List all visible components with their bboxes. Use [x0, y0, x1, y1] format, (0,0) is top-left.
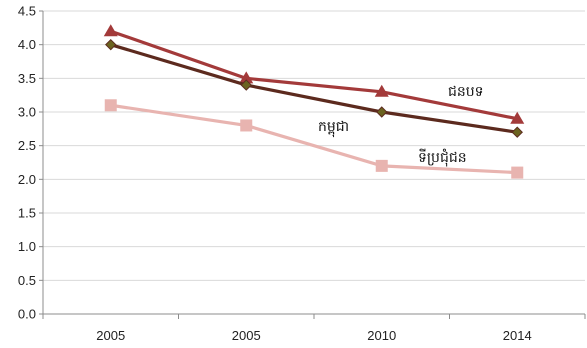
y-tick-label: 3.5	[18, 71, 36, 86]
x-tick-label: 2005	[232, 328, 261, 343]
data-point-square	[240, 119, 253, 132]
y-tick-label: 2.0	[18, 172, 36, 187]
axes	[39, 10, 586, 319]
x-axis-ticks: 2005 2005 2010 2014	[96, 328, 531, 343]
data-point-triangle	[239, 71, 254, 84]
data-point-diamond	[240, 79, 252, 91]
series-group	[103, 24, 525, 179]
annotation-label: កម្ពុជា	[318, 119, 349, 138]
series-line	[110, 29, 518, 121]
y-tick-label: 0.5	[18, 273, 36, 288]
x-tick-label: 2010	[367, 328, 396, 343]
data-point-square	[104, 99, 117, 112]
annotation-label: ទីប្រជុំជន	[418, 148, 467, 167]
series-line	[110, 103, 518, 175]
y-axis-ticks: 0.0 0.5 1.0 1.5 2.0 2.5 3.0 3.5 4.0 4.5	[18, 4, 36, 322]
data-point-square	[375, 159, 388, 172]
y-tick-label: 4.0	[18, 37, 36, 52]
data-point-square	[511, 166, 524, 179]
data-point-diamond	[511, 126, 523, 138]
data-point-diamond	[105, 38, 117, 51]
y-tick-label: 4.5	[18, 4, 36, 19]
series-1	[103, 24, 525, 124]
y-tick-label: 3.0	[18, 105, 36, 120]
y-tick-label: 2.5	[18, 138, 36, 153]
x-tick-label: 2005	[96, 328, 125, 343]
data-point-diamond	[376, 106, 388, 118]
y-tick-label: 0.0	[18, 307, 36, 322]
series-3	[104, 99, 524, 179]
y-tick-label: 1.5	[18, 206, 36, 221]
data-point-triangle	[374, 84, 389, 97]
x-tick-label: 2014	[503, 328, 532, 343]
series-2	[105, 38, 523, 138]
data-point-triangle	[103, 24, 118, 37]
y-tick-label: 1.0	[18, 239, 36, 254]
data-point-triangle	[510, 111, 525, 124]
annotation-label: ជនបទ	[448, 84, 484, 100]
series-line	[110, 43, 518, 134]
